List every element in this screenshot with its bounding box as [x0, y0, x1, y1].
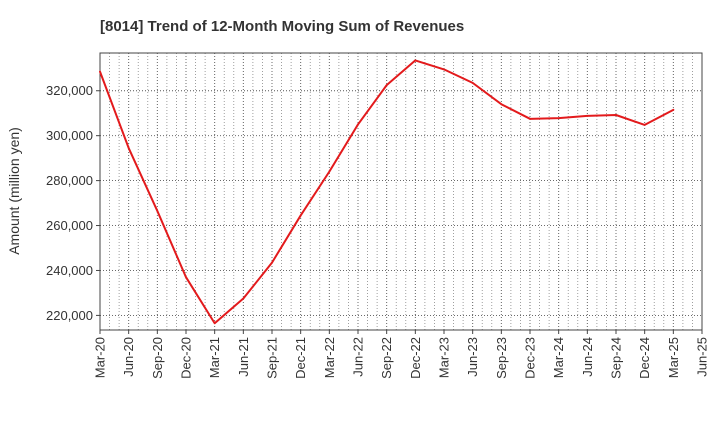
y-axis-label: Amount (million yen): [6, 127, 22, 255]
series-line: [99, 59, 675, 325]
x-tick-label: Sep-21: [265, 337, 280, 379]
series-layer: [99, 59, 675, 325]
x-tick-label: Jun-20: [121, 337, 136, 377]
grid-layer: [100, 53, 702, 330]
x-tick-label: Mar-22: [322, 337, 337, 378]
x-tick-label: Dec-21: [293, 337, 308, 379]
x-tick-label: Jun-21: [236, 337, 251, 377]
x-tick-label: Sep-22: [379, 337, 394, 379]
y-tick-label: 320,000: [46, 83, 93, 98]
y-tick-label: 260,000: [46, 218, 93, 233]
x-tick-label: Dec-20: [179, 337, 194, 379]
x-tick-label: Mar-25: [666, 337, 681, 378]
x-tick-label: Jun-22: [351, 337, 366, 377]
x-tick-label: Sep-20: [150, 337, 165, 379]
x-tick-label: Sep-24: [609, 337, 624, 379]
y-tick-label: 300,000: [46, 128, 93, 143]
chart-title: [8014] Trend of 12-Month Moving Sum of R…: [100, 18, 464, 35]
y-tick-label: 240,000: [46, 263, 93, 278]
y-tick-label: 220,000: [46, 308, 93, 323]
x-axis: Mar-20 Jun-20 Sep-20 Dec-20 Mar-21 Jun-21 Sep-…: [93, 330, 710, 379]
x-tick-label: Mar-20: [93, 337, 108, 378]
x-tick-label: Mar-21: [207, 337, 222, 378]
x-tick-label: Dec-24: [637, 337, 652, 379]
x-tick-label: Jun-23: [465, 337, 480, 377]
y-axis: 220,000 240,000 260,000 280,000 300,000 320,0…: [46, 83, 100, 323]
x-tick-label: Sep-23: [494, 337, 509, 379]
x-tick-label: Mar-23: [437, 337, 452, 378]
x-tick-label: Dec-22: [408, 337, 423, 379]
x-tick-label: Dec-23: [523, 337, 538, 379]
plot-area-border: [99, 52, 703, 331]
x-tick-label: Jun-25: [695, 337, 710, 377]
y-tick-label: 280,000: [46, 173, 93, 188]
x-tick-label: Mar-24: [551, 337, 566, 378]
x-tick-label: Jun-24: [580, 337, 595, 377]
